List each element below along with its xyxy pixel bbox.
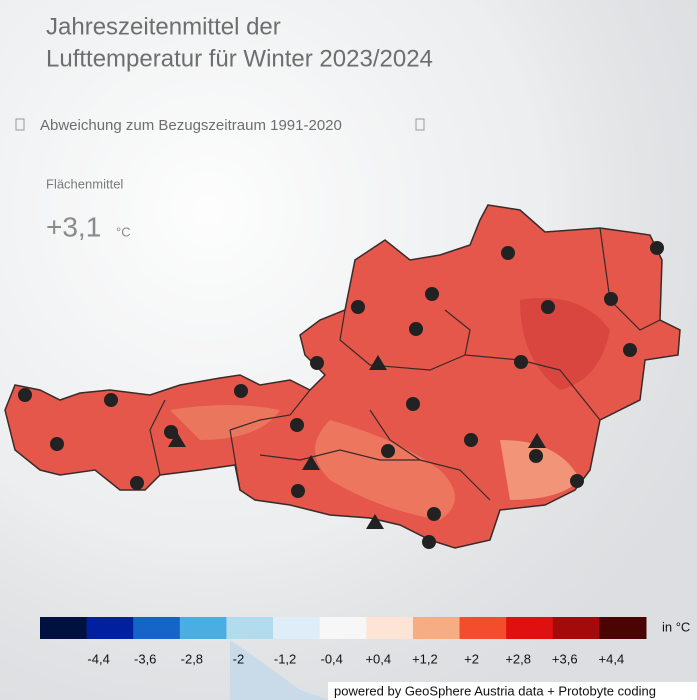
austria-map: [4, 204, 681, 549]
legend-tick-label: -2,8: [181, 651, 203, 666]
legend-tick-label: -2: [233, 651, 245, 666]
title-line: Lufttemperatur für Winter 2023/2024: [46, 45, 433, 72]
legend-tick-label: -1,2: [274, 651, 296, 666]
legend-tick-label: +1,2: [412, 651, 438, 666]
prev-button[interactable]: [15, 118, 25, 131]
area-mean-value: +3,1: [46, 211, 101, 242]
legend-swatch: [40, 617, 88, 639]
legend-tick-label: -4,4: [87, 651, 109, 666]
legend-swatch: [412, 617, 461, 639]
area-mean-label: Flächenmittel: [46, 176, 123, 191]
lake: [230, 640, 330, 700]
legend-swatch: [366, 617, 414, 639]
legend-swatch: [459, 617, 507, 639]
credit[interactable]: powered by GeoSphere Austria data + Prot…: [334, 683, 656, 698]
legend-tick-label: +2,8: [505, 651, 531, 666]
legend: in °C -4,4 -3,6 -2,8 -2 -1,2 -0,4 +0,4 +1,2 +2 +2…: [40, 617, 690, 666]
region-shade: [170, 405, 280, 440]
legend-swatch: [599, 617, 647, 639]
legend-swatch: [319, 617, 367, 639]
legend-tick-label: +0,4: [365, 651, 391, 666]
region-shade: [500, 440, 580, 500]
legend-tick-label: -3,6: [134, 651, 156, 666]
title-line: Jahreszeitenmittel der: [46, 13, 281, 40]
legend-tick-label: +2: [464, 651, 479, 666]
area-mean-unit: °C: [116, 224, 131, 239]
legend-unit: in °C: [662, 619, 690, 634]
legend-swatch: [273, 617, 321, 639]
legend-swatch: [506, 617, 554, 639]
legend-swatch: [86, 617, 134, 639]
legend-tick-label: +3,6: [552, 651, 578, 666]
legend-swatch: [226, 617, 274, 639]
next-button[interactable]: [415, 118, 425, 131]
legend-tick-label: -0,4: [320, 651, 342, 666]
selector-label[interactable]: Abweichung zum Bezugszeitraum 1991-2020: [40, 117, 342, 134]
region-shade: [315, 420, 455, 520]
state-borders: [149, 227, 661, 501]
stations: [18, 241, 664, 549]
legend-tick-label: +4,4: [599, 651, 625, 666]
legend-swatch: [133, 617, 181, 639]
legend-swatch: [179, 617, 227, 639]
region-shade: [520, 298, 610, 390]
legend-swatch: [552, 617, 600, 639]
credit-box: [328, 682, 697, 700]
